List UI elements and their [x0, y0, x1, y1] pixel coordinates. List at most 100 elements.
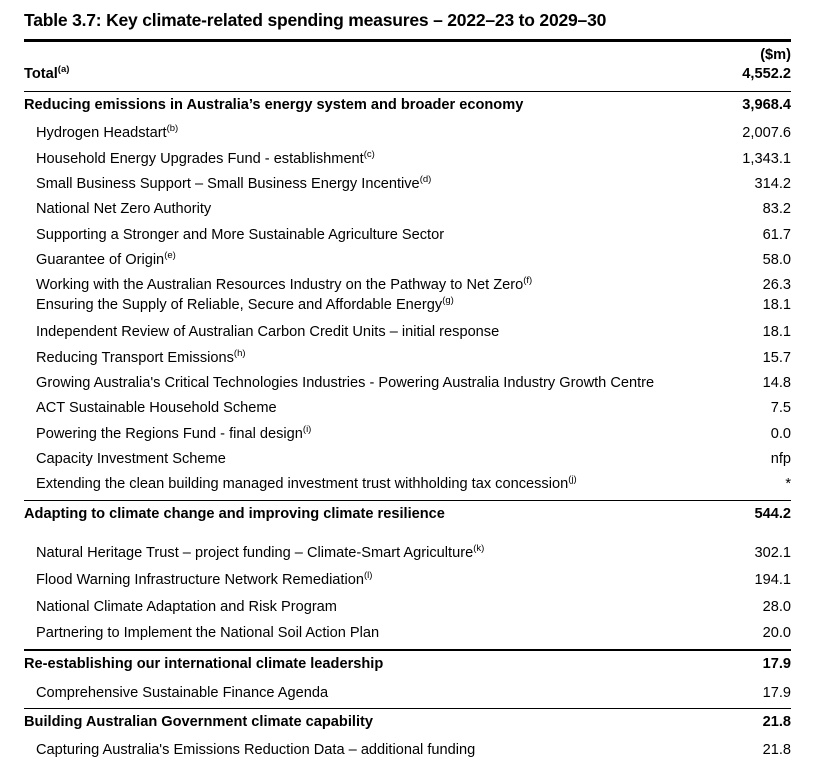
row-label: Supporting a Stronger and More Sustainab…	[24, 227, 458, 244]
total-label-text: Total	[24, 65, 58, 82]
row-value: 18.1	[762, 297, 791, 314]
section-label-text: Adapting to climate change and improving…	[24, 505, 445, 522]
row-value: 17.9	[762, 684, 791, 701]
row-value: nfp	[770, 451, 791, 467]
row-label: Capturing Australia's Emissions Reductio…	[24, 742, 489, 759]
row-value: 0.0	[770, 425, 791, 442]
footnote-marker: (g)	[442, 295, 454, 307]
row-label-text: Independent Review of Australian Carbon …	[36, 324, 500, 341]
footnote-marker: (l)	[363, 569, 373, 581]
row-label: Natural Heritage Trust – project funding…	[24, 544, 498, 562]
column-unit-header: ($m)	[760, 46, 791, 63]
table-row: National Climate Adaptation and Risk Pro…	[24, 594, 791, 621]
row-label: ACT Sustainable Household Scheme	[24, 400, 291, 417]
row-label-text: Partnering to Implement the National Soi…	[36, 625, 380, 642]
section-label: Adapting to climate change and improving…	[24, 506, 459, 523]
footnote-marker: (f)	[523, 275, 533, 287]
row-value: 314.2	[754, 175, 791, 192]
table-row: Working with the Australian Resources In…	[24, 273, 791, 296]
total-label: Total(a)	[24, 64, 83, 83]
row-label-text: Powering the Regions Fund - final design	[36, 425, 303, 442]
table-section: Reducing emissions in Australia’s energy…	[24, 90, 791, 498]
table-row: Comprehensive Sustainable Finance Agenda…	[24, 680, 791, 705]
row-value: 302.1	[754, 544, 791, 561]
row-value: 7.5	[770, 400, 791, 417]
section-rows: Capturing Australia's Emissions Reductio…	[24, 738, 791, 763]
row-label-text: ACT Sustainable Household Scheme	[36, 400, 277, 417]
sections: Reducing emissions in Australia’s energy…	[24, 90, 791, 764]
row-label-text: National Climate Adaptation and Risk Pro…	[36, 598, 337, 615]
row-label: Extending the clean building managed inv…	[24, 474, 591, 493]
title-rule	[24, 39, 791, 42]
section-divider	[24, 707, 791, 710]
section-header-row: Building Australian Government climate c…	[24, 709, 791, 735]
section-divider	[24, 499, 791, 502]
section-divider	[24, 649, 791, 652]
table-row: National Net Zero Authority 83.2	[24, 197, 791, 222]
row-value: 194.1	[754, 571, 791, 588]
row-label-text: Capturing Australia's Emissions Reductio…	[36, 742, 476, 759]
table-row: Flood Warning Infrastructure Network Rem…	[24, 567, 791, 594]
row-value: 15.7	[762, 349, 791, 366]
row-label: Guarantee of Origin(e)	[24, 251, 190, 269]
row-label-text: Flood Warning Infrastructure Network Rem…	[36, 571, 364, 588]
total-value: 4,552.2	[742, 65, 791, 82]
table-row: Partnering to Implement the National Soi…	[24, 620, 791, 647]
footnote-marker: (h)	[233, 347, 246, 359]
table-row: Natural Heritage Trust – project funding…	[24, 540, 791, 567]
row-label-text: Capacity Investment Scheme	[36, 451, 226, 467]
section-label-text: Reducing emissions in Australia’s energy…	[24, 96, 524, 113]
row-label: National Net Zero Authority	[24, 201, 225, 218]
footnote-marker: (c)	[363, 148, 375, 160]
row-label: Powering the Regions Fund - final design…	[24, 423, 325, 443]
section-value: 3,968.4	[742, 96, 791, 113]
section-label: Reducing emissions in Australia’s energy…	[24, 97, 537, 114]
footnote-marker: (d)	[419, 174, 432, 186]
row-value: 20.0	[762, 625, 791, 642]
table-row: Supporting a Stronger and More Sustainab…	[24, 223, 791, 248]
table-row: Capacity Investment Scheme nfp	[24, 447, 791, 472]
total-row: Total(a) 4,552.2	[24, 64, 791, 91]
row-value: 58.0	[762, 252, 791, 269]
row-label-text: Ensuring the Supply of Reliable, Secure …	[36, 297, 443, 314]
section-header-row: Adapting to climate change and improving…	[24, 501, 791, 527]
table-row: ACT Sustainable Household Scheme 7.5	[24, 396, 791, 421]
unit-header-row: ($m)	[24, 42, 791, 65]
row-label-text: Working with the Australian Resources In…	[36, 277, 524, 294]
row-label-text: Small Business Support – Small Business …	[36, 175, 420, 192]
section-label: Building Australian Government climate c…	[24, 714, 387, 731]
table-title: Table 3.7: Key climate-related spending …	[24, 10, 607, 30]
table-row: Household Energy Upgrades Fund - establi…	[24, 146, 791, 171]
row-label: Ensuring the Supply of Reliable, Secure …	[24, 295, 468, 314]
row-label: Capacity Investment Scheme	[24, 451, 240, 468]
section-header-row: Reducing emissions in Australia’s energy…	[24, 92, 791, 118]
footnote-marker: (b)	[166, 123, 179, 135]
section-rows: Hydrogen Headstart(b) 2,007.6 Household …	[24, 121, 791, 498]
section-value: 544.2	[754, 505, 791, 522]
footnote-marker: (j)	[568, 474, 577, 486]
section-header-row: Re-establishing our international climat…	[24, 651, 791, 677]
table-row: Growing Australia's Critical Technologie…	[24, 371, 791, 396]
row-label-text: National Net Zero Authority	[36, 201, 212, 218]
row-label: Growing Australia's Critical Technologie…	[24, 375, 668, 392]
row-label: Working with the Australian Resources In…	[24, 275, 546, 294]
table-row: Independent Review of Australian Carbon …	[24, 320, 791, 345]
row-value: 83.2	[762, 201, 791, 218]
section-rows: Comprehensive Sustainable Finance Agenda…	[24, 680, 791, 705]
row-label: Small Business Support – Small Business …	[24, 174, 445, 193]
table-row: Guarantee of Origin(e) 58.0	[24, 248, 791, 273]
row-value: *	[785, 476, 791, 493]
row-label: Flood Warning Infrastructure Network Rem…	[24, 569, 386, 589]
table-row: Hydrogen Headstart(b) 2,007.6	[24, 121, 791, 146]
section-value: 17.9	[762, 655, 791, 672]
row-label: Comprehensive Sustainable Finance Agenda	[24, 685, 342, 702]
row-label-text: Hydrogen Headstart	[36, 125, 167, 142]
row-label: National Climate Adaptation and Risk Pro…	[24, 599, 351, 616]
table-section: Re-establishing our international climat…	[24, 649, 791, 706]
row-label-text: Guarantee of Origin	[36, 252, 165, 269]
section-divider	[24, 90, 791, 92]
footnote-marker: (i)	[302, 423, 312, 435]
row-value: 26.3	[762, 277, 791, 294]
row-label-text: Household Energy Upgrades Fund - establi…	[36, 150, 364, 167]
